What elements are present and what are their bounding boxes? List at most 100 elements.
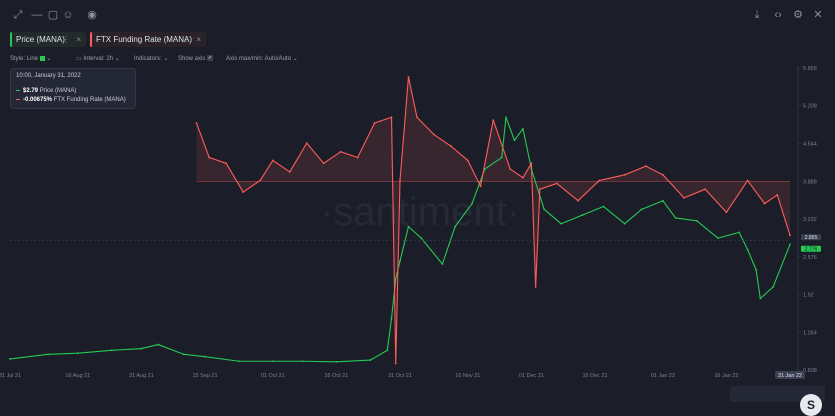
price-data-point <box>500 156 503 159</box>
more-icon[interactable]: ⋮ <box>62 35 70 44</box>
tab-color-marker <box>90 32 92 47</box>
funding-rate-data-point <box>288 171 291 173</box>
funding-rate-data-point <box>530 162 533 165</box>
show-axis-toggle[interactable]: Show axis ✓ <box>178 55 214 62</box>
settings-icon[interactable]: ⚙ <box>793 9 803 21</box>
price-data-point <box>157 343 160 346</box>
funding-rate-data-point <box>394 362 397 365</box>
color-swatch <box>39 55 45 61</box>
download-icon[interactable]: ⤓ <box>754 9 760 21</box>
price-data-point <box>47 353 50 356</box>
watermark: ·santiment· <box>320 190 520 234</box>
indicators-selector[interactable]: Indicators: ⌄ <box>134 56 169 62</box>
y-tick-label: 4.544 <box>803 142 817 148</box>
price-data-point <box>560 222 562 225</box>
price-data-point <box>738 231 741 234</box>
interval-selector[interactable]: ▭ Interval: 2h ⌄ <box>76 56 120 62</box>
eye-icon[interactable]: ◉ <box>87 9 97 21</box>
x-tick-label: 01 Jan 22 <box>651 373 675 379</box>
price-data-point <box>483 168 486 170</box>
funding-rate-data-point <box>683 196 685 199</box>
funding-rate-data-point <box>555 182 558 185</box>
x-tick-label: 16 Nov 21 <box>455 373 480 379</box>
price-data-point <box>369 359 372 362</box>
current-value-badge <box>801 245 821 252</box>
funding-rate-data-point <box>322 162 325 165</box>
tab-price-mana[interactable]: Price (MANA) ⋮ × <box>10 32 86 47</box>
minus-icon[interactable]: — <box>31 9 43 21</box>
funding-rate-data-point <box>466 159 469 162</box>
funding-rate-data-point <box>225 162 228 165</box>
funding-rate-data-point <box>339 150 342 153</box>
funding-rate-data-point <box>449 145 452 147</box>
price-data-point <box>522 127 524 130</box>
price-data-point <box>420 237 423 240</box>
price-data-point <box>9 358 11 360</box>
x-tick-label: 31 Jan 22 <box>778 373 802 379</box>
price-data-point <box>759 297 762 300</box>
close-icon[interactable]: ✕ <box>813 9 823 21</box>
price-data-point <box>543 208 546 211</box>
funding-rate-data-point <box>746 179 749 182</box>
embed-code-icon[interactable]: ‹› <box>774 9 782 21</box>
funding-rate-data-point <box>776 194 779 196</box>
price-data-point <box>695 219 698 222</box>
price-data-point <box>399 260 401 263</box>
tooltip-funding-row: -0.00675% FTX Funding Rate (MANA) <box>16 97 126 103</box>
expand-icon[interactable]: ⤢ <box>13 9 23 21</box>
tab-ftx-funding-rate[interactable]: FTX Funding Rate (MANA) ⋮ × <box>90 32 206 47</box>
price-data-point <box>471 202 473 205</box>
x-tick-highlight <box>775 371 805 379</box>
emoji-icon[interactable]: ☺ <box>62 9 74 21</box>
x-tick-label: 15 Sep 21 <box>192 373 217 379</box>
funding-rate-series-line <box>196 76 791 365</box>
price-data-point <box>581 214 584 216</box>
close-icon[interactable]: × <box>196 35 201 44</box>
y-tick-label: 2.576 <box>803 255 817 261</box>
x-tick-label: 31 Jul 21 <box>0 373 21 379</box>
funding-rate-data-point <box>356 156 359 159</box>
price-data-point <box>513 139 516 142</box>
x-tick-label: 31 Aug 21 <box>129 373 154 379</box>
funding-rate-data-point <box>259 179 262 182</box>
funding-rate-data-point <box>407 76 410 78</box>
x-tick-label: 31 Oct 21 <box>388 373 412 379</box>
price-data-point <box>623 222 626 225</box>
funding-rate-data-point <box>208 156 211 159</box>
santiment-logo-button[interactable]: S <box>800 394 822 416</box>
funding-rate-data-point <box>433 133 435 136</box>
y-tick-label: 5.208 <box>803 103 817 109</box>
price-data-point <box>530 168 533 170</box>
price-data-point <box>755 268 757 271</box>
style-selector[interactable]: Style: Line ⌄ <box>10 55 52 62</box>
funding-rate-data-point <box>195 122 198 124</box>
current-value-label: 2.855 <box>805 235 818 241</box>
price-data-point <box>238 360 240 363</box>
price-data-point <box>76 352 79 355</box>
price-data-point <box>454 225 457 228</box>
close-icon[interactable]: × <box>76 35 81 44</box>
price-data-point <box>789 243 791 246</box>
note-icon[interactable]: ▢ <box>47 9 59 21</box>
funding-rate-data-point <box>390 116 393 119</box>
price-data-point <box>441 263 444 265</box>
price-data-point <box>390 317 393 320</box>
price-data-point <box>182 353 185 356</box>
price-data-point <box>640 208 643 211</box>
price-data-point <box>717 237 719 240</box>
funding-rate-area <box>196 76 791 364</box>
funding-rate-data-point <box>763 202 766 205</box>
funding-rate-data-point <box>479 185 482 188</box>
price-data-point <box>335 360 338 363</box>
price-data-point <box>394 277 397 280</box>
axis-max-min-selector[interactable]: Axis max/min: Auto/Auto ⌄ <box>226 56 298 62</box>
price-data-point <box>110 349 113 352</box>
funding-rate-data-point <box>305 142 308 145</box>
more-icon[interactable]: ⋮ <box>182 35 190 44</box>
legend-swatch <box>16 98 20 100</box>
tooltip-price-row: $2.79 Price (MANA) <box>16 88 76 94</box>
price-data-point <box>746 248 749 251</box>
price-data-point <box>386 349 389 352</box>
current-value-badge <box>801 234 821 241</box>
